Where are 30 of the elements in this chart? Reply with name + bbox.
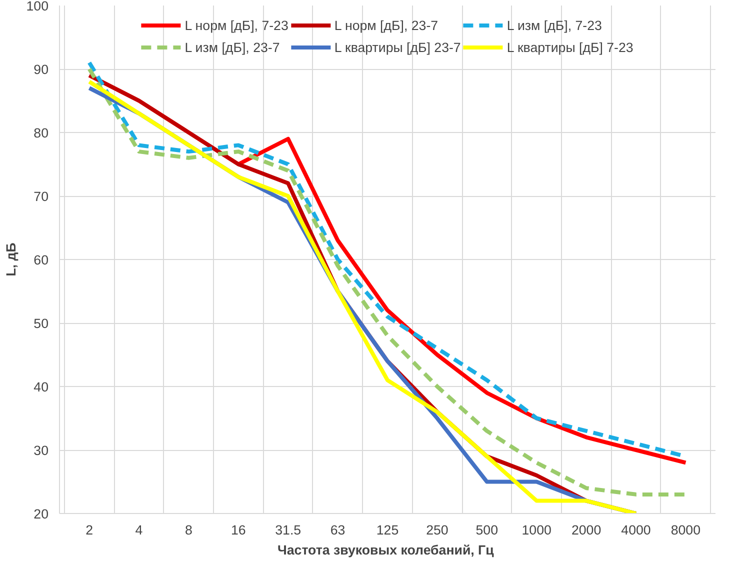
- y-tick-label: 30: [34, 443, 49, 458]
- legend-label: L норм [дБ], 7-23: [184, 18, 288, 32]
- x-tick-label: 8: [185, 522, 192, 538]
- x-tick-label: 250: [426, 522, 448, 538]
- legend-label: L изм [дБ], 23-7: [184, 40, 280, 54]
- x-tick-label: 125: [376, 522, 399, 538]
- y-tick-label: 100: [26, 0, 49, 14]
- y-tick-label: 80: [34, 126, 49, 140]
- x-tick-label: 31.5: [275, 522, 302, 538]
- y-tick-label: 20: [34, 506, 49, 522]
- y-tick-label: 40: [34, 380, 49, 394]
- x-tick-label: 2: [86, 522, 94, 538]
- legend-label: L норм [дБ], 23-7: [334, 18, 438, 32]
- x-tick-label: 4000: [621, 522, 651, 538]
- y-axis-title: L, дБ: [3, 242, 18, 276]
- x-tick-label: 500: [476, 522, 498, 538]
- x-tick-label: 63: [330, 522, 346, 538]
- legend-label: L изм [дБ], 7-23: [506, 18, 602, 32]
- x-tick-label: 4: [135, 522, 144, 538]
- x-tick-label: 16: [230, 522, 246, 538]
- x-axis-title: Частота звуковых колебаний, Гц: [278, 542, 495, 558]
- y-tick-label: 70: [34, 189, 49, 204]
- legend-label: L квартиры [дБ] 23-7: [334, 40, 461, 54]
- x-tick-label: 8000: [670, 522, 701, 538]
- x-tick-label: 1000: [522, 522, 552, 538]
- legend-label: L квартиры [дБ] 7-23: [506, 40, 634, 54]
- y-tick-label: 60: [34, 252, 49, 268]
- y-tick-label: 50: [34, 316, 49, 331]
- x-tick-label: 2000: [571, 522, 602, 538]
- y-tick-label: 90: [34, 62, 49, 77]
